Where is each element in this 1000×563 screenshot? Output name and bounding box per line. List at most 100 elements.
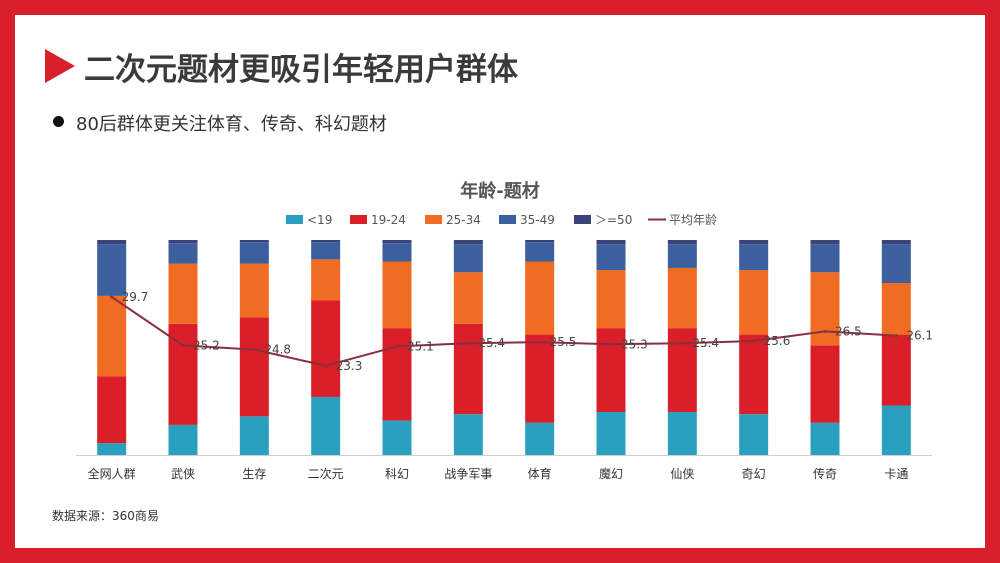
average-age-point <box>181 343 185 347</box>
title-arrow-icon <box>45 49 75 83</box>
bar-segment <box>311 240 341 243</box>
bar-segment <box>453 323 483 415</box>
bar-segment <box>382 243 412 262</box>
bar-segment <box>239 317 269 417</box>
bar-segment <box>810 422 840 455</box>
bar-segment <box>239 416 269 455</box>
bullet-text: 80后群体更关注体育、传奇、科幻题材 <box>76 114 387 135</box>
bar-segment <box>596 270 626 329</box>
average-age-point <box>324 364 328 368</box>
bar-segment <box>168 424 198 455</box>
bar-segment <box>739 270 769 335</box>
bullet-dot-icon <box>53 116 64 127</box>
bar-segment <box>596 240 626 245</box>
bar-segment <box>525 261 555 335</box>
bar-segment <box>239 242 269 264</box>
average-age-label: 25.1 <box>407 339 434 353</box>
average-age-label: 25.6 <box>764 334 791 348</box>
bar-segment <box>667 412 697 455</box>
average-age-point <box>752 339 756 343</box>
average-age-label: 26.1 <box>906 329 933 343</box>
bar-segment <box>881 405 911 455</box>
bar-segment <box>810 345 840 423</box>
bar-segment <box>453 272 483 324</box>
average-age-point <box>894 334 898 338</box>
bar-segment <box>382 261 412 329</box>
bar-segment <box>525 240 555 243</box>
average-age-label: 25.2 <box>193 338 220 352</box>
legend-swatch-3 <box>499 215 516 224</box>
bar-segment <box>596 412 626 455</box>
x-tick-label: 科幻 <box>385 467 409 481</box>
legend-label-3: 35-49 <box>520 213 555 227</box>
bar-segment <box>881 240 911 245</box>
bar-segment <box>453 414 483 455</box>
average-age-line <box>111 296 897 367</box>
bar-segment <box>739 414 769 455</box>
legend-label-1: 19-24 <box>371 213 406 227</box>
bar-segment <box>382 240 412 244</box>
average-age-label: 25.4 <box>692 336 719 350</box>
x-tick-label: 卡通 <box>884 467 908 481</box>
bar-segment <box>97 376 127 444</box>
x-tick-label: 仙侠 <box>670 467 694 481</box>
source-note: 数据来源：360商易 <box>52 509 159 523</box>
bar-segment <box>596 328 626 412</box>
legend-label-0: <19 <box>307 213 332 227</box>
bar-segment <box>881 244 911 283</box>
bar-segment <box>168 263 198 324</box>
bar-segment <box>311 259 341 301</box>
bar-segment <box>667 244 697 268</box>
bar-segment <box>739 334 769 415</box>
average-age-point <box>110 295 114 299</box>
bar-segment <box>453 240 483 245</box>
bar-segment <box>810 240 840 245</box>
x-tick-label: 魔幻 <box>599 466 623 481</box>
bar-segment <box>667 240 697 245</box>
average-age-point <box>538 340 542 344</box>
bar-segment <box>453 244 483 273</box>
bar-segment <box>596 244 626 271</box>
x-tick-label: 战争军事 <box>444 467 492 481</box>
page-title: 二次元题材更吸引年轻用户群体 <box>84 52 518 88</box>
legend-label-4: ＞=50 <box>595 213 632 227</box>
x-tick-label: 传奇 <box>813 466 837 481</box>
x-tick-label: 生存 <box>242 467 266 481</box>
bar-segment <box>881 334 911 406</box>
average-age-point <box>680 341 684 345</box>
legend-label-5: 平均年龄 <box>669 213 717 227</box>
bar-segment <box>311 300 341 397</box>
bar-segment <box>168 243 198 264</box>
average-age-point <box>252 348 256 352</box>
bar-segment <box>97 244 127 296</box>
average-age-label: 23.3 <box>336 359 363 373</box>
average-age-point <box>609 342 613 346</box>
bar-segment <box>311 396 341 455</box>
x-tick-label: 二次元 <box>308 467 344 481</box>
average-age-label: 25.4 <box>478 336 505 350</box>
chart-title: 年龄-题材 <box>460 180 539 202</box>
bar-segment <box>168 323 198 425</box>
bar-segment <box>739 244 769 271</box>
x-tick-label: 体育 <box>528 466 552 481</box>
bar-segment <box>525 334 555 423</box>
bar-segment <box>239 240 269 243</box>
bar-segment <box>739 240 769 245</box>
average-age-label: 25.5 <box>550 335 577 349</box>
average-age-point <box>823 329 827 333</box>
x-tick-label: 全网人群 <box>88 466 136 481</box>
bar-segment <box>311 242 341 260</box>
average-age-label: 26.5 <box>835 324 862 338</box>
bar-segment <box>667 267 697 329</box>
legend-label-2: 25-34 <box>446 213 481 227</box>
bar-segment <box>97 240 127 245</box>
legend-swatch-1 <box>350 215 367 224</box>
legend-swatch-4 <box>574 215 591 224</box>
x-tick-label: 奇幻 <box>742 467 766 481</box>
average-age-point <box>466 341 470 345</box>
bar-segment <box>525 242 555 262</box>
legend-swatch-0 <box>286 215 303 224</box>
bar-segment <box>97 295 127 377</box>
bar-segment <box>382 420 412 455</box>
